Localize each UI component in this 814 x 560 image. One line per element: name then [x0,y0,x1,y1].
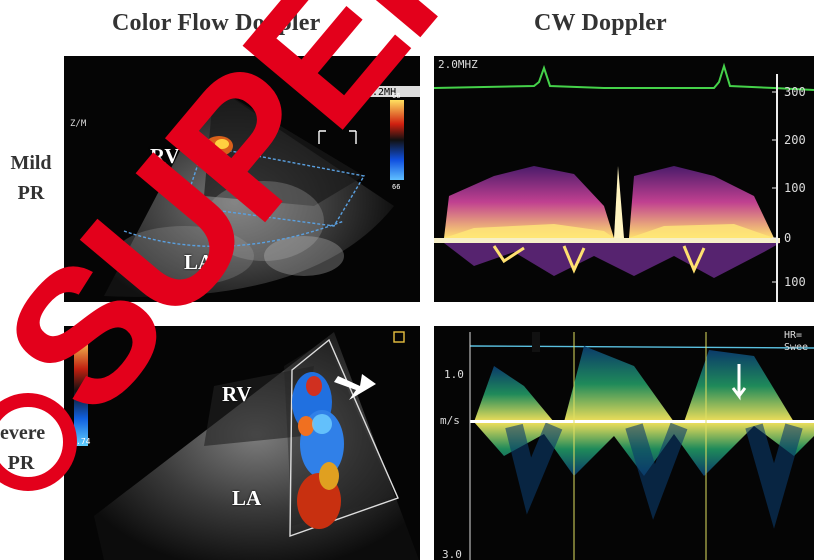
scale-bottom-value: 66 [392,183,400,191]
freq-readout: 3.2MH [366,87,396,98]
row-label-severe-line1: evere [0,422,46,444]
la-label-severe: LA [232,486,262,510]
rv-label-mild: RV [150,144,180,168]
la-label-mild: LA [184,250,214,274]
cw-severe-sweep: Swee [784,342,808,353]
row-label-mild-line1: Mild [10,152,52,174]
color-flow-severe-panel: .74 .74 RV LA [64,326,420,560]
row-label-mild: Mild PR [0,148,62,208]
cw-mild-tick-300: 300 [784,85,806,99]
cw-severe-hr: HR= [784,330,802,341]
cw-severe-y-value: 1.0 [444,368,464,381]
cw-doppler-mild-panel: 2.0MHZ 300 200 100 0 100 [434,56,814,302]
scale-top-value: 66 [392,92,400,100]
cw-doppler-title: CW Doppler [534,10,667,36]
cw-doppler-severe-image: HR= Swee 1.0 m/s 3.0 [440,330,814,560]
cw-mild-tick-200: 200 [784,133,806,147]
cw-doppler-severe-panel: HR= Swee 1.0 m/s 3.0 [434,326,814,560]
color-flow-doppler-title: Color Flow Doppler [112,10,321,36]
cw-doppler-mild-image: 2.0MHZ 300 200 100 0 100 [434,58,814,302]
side-readout: Z/M [70,119,87,129]
scale-bottom-value-severe: .74 [76,437,91,446]
cw-severe-bottom-value: 3.0 [442,548,462,560]
color-flow-mild-image: 3.2MH 66 66 Z/M [70,86,420,297]
scale-top-value-severe: .74 [76,331,91,340]
row-label-mild-line2: PR [17,182,45,204]
cw-mild-tick-100: 100 [784,181,806,195]
rv-label-severe: RV [222,382,252,406]
color-flow-mild-panel: 3.2MH 66 66 Z/M RV LA [64,56,420,302]
color-flow-severe-image: .74 .74 [74,331,419,560]
row-label-severe: evere PR [0,418,46,478]
row-label-severe-line2: PR [7,452,35,474]
cw-mild-tick-0: 0 [784,231,791,245]
cw-severe-y-unit: m/s [440,414,460,427]
cw-mild-header: 2.0MHZ [438,58,478,71]
cw-mild-tick-minus-100: 100 [784,275,806,289]
